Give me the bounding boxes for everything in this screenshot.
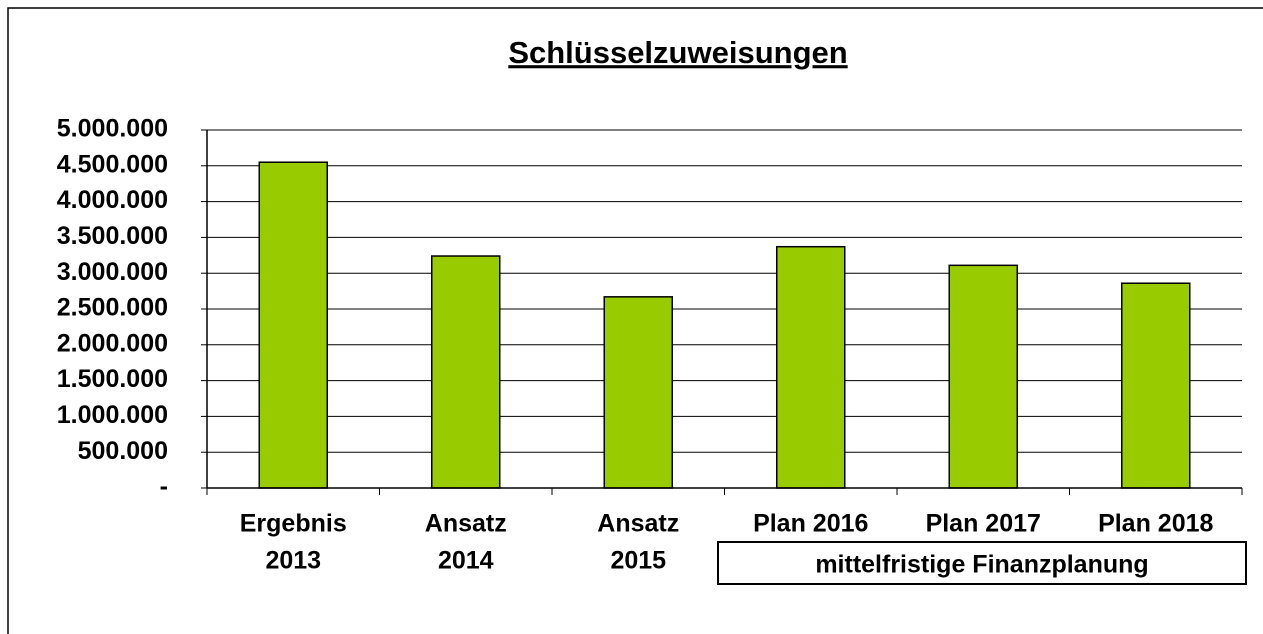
bar	[776, 245, 846, 489]
chart-frame	[7, 7, 1263, 634]
y-tick-label: 500.000	[78, 437, 168, 465]
annotation: mittelfristige Finanzplanung	[815, 551, 1148, 579]
y-tick-label: 1.500.000	[57, 365, 168, 393]
y-tick-label: 1.000.000	[57, 401, 168, 429]
x-tick-label: Ansatz	[597, 510, 679, 538]
bar	[258, 161, 328, 489]
annotation-box	[717, 541, 1247, 585]
x-tick-label: 2015	[610, 547, 666, 575]
y-tick-label: 4.000.000	[57, 186, 168, 214]
bar	[948, 264, 1018, 489]
y-tick-label: 3.500.000	[57, 222, 168, 250]
chart-title: Schlüsselzuweisungen	[508, 35, 847, 70]
x-tick-label: Ergebnis	[240, 510, 347, 538]
x-tick-label: Plan 2018	[1098, 510, 1213, 538]
y-tick-label: 2.000.000	[57, 329, 168, 357]
bar	[603, 296, 673, 489]
y-tick-label: 4.500.000	[57, 150, 168, 178]
x-tick-label: 2013	[265, 547, 321, 575]
y-tick-label: 2.500.000	[57, 294, 168, 322]
bar	[431, 255, 501, 489]
y-tick-label: 3.000.000	[57, 258, 168, 286]
x-tick-label: Ansatz	[425, 510, 507, 538]
x-tick-label: 2014	[438, 547, 494, 575]
x-tick-label: Plan 2017	[926, 510, 1041, 538]
y-tick-label: 5.000.000	[57, 115, 168, 143]
y-tick-label: -	[160, 473, 168, 501]
bar	[1121, 282, 1191, 489]
x-tick-label: Plan 2016	[753, 510, 868, 538]
